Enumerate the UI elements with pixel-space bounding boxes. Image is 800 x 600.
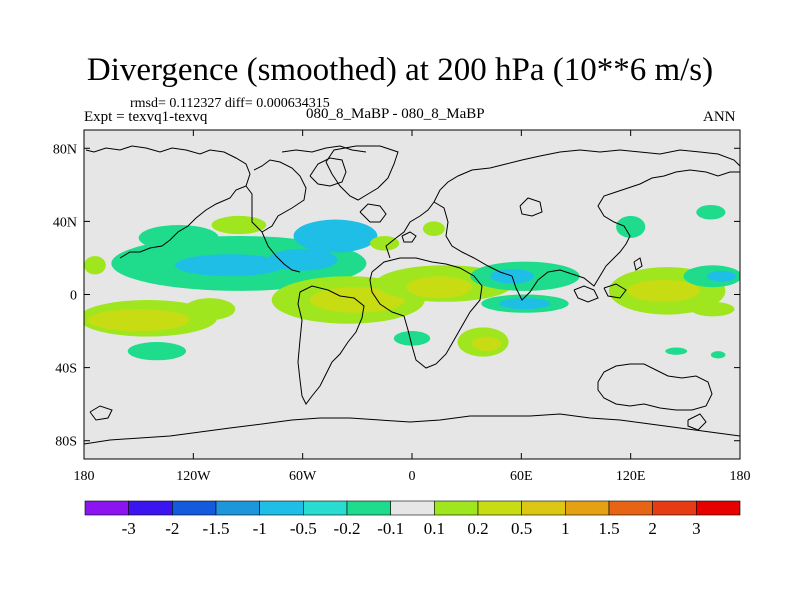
divergence-region [696, 204, 726, 220]
x-tick-label: 0 [409, 469, 416, 484]
divergence-region [211, 215, 267, 235]
divergence-region [627, 279, 700, 302]
colorbar-swatch [608, 500, 653, 516]
case-comparison-label: 080_8_MaBP - 080_8_MaBP [306, 106, 485, 122]
divergence-region [665, 347, 688, 355]
divergence-region [84, 256, 106, 275]
colorbar-label: 1 [561, 519, 570, 538]
colorbar-label: 0.5 [511, 519, 532, 538]
axis-ticks: 180 120W 60W 0 60E 120E 180 80N 40N 0 40S 80S [53, 130, 751, 484]
colorbar-label: -0.2 [334, 519, 361, 538]
colorbar-label: -1.5 [203, 519, 230, 538]
divergence-region [616, 215, 646, 238]
season-label: ANN [703, 109, 736, 125]
divergence-region [293, 219, 378, 253]
divergence-region [710, 351, 726, 359]
colorbar-swatch [477, 500, 522, 516]
y-tick-label: 40N [53, 215, 77, 230]
divergence-region [175, 254, 285, 277]
divergence-region [309, 287, 405, 313]
colorbar-swatch [390, 500, 435, 516]
colorbar-label: -1 [253, 519, 267, 538]
colorbar-swatch [259, 500, 304, 516]
colorbar-swatch [565, 500, 610, 516]
colorbar-swatch [521, 500, 566, 516]
colorbar-swatch [434, 500, 479, 516]
colorbar-label: 0.1 [424, 519, 445, 538]
colorbar-label: -0.1 [377, 519, 404, 538]
divergence-region [406, 276, 473, 299]
divergence-region [472, 336, 502, 352]
colorbar-swatch [303, 500, 348, 516]
divergence-region [87, 309, 190, 332]
x-tick-label: 60W [289, 469, 317, 484]
colorbar-label: 2 [648, 519, 657, 538]
colorbar-swatch [172, 500, 217, 516]
continent-outlines [84, 145, 740, 445]
x-tick-label: 180 [730, 469, 751, 484]
divergence-region [707, 270, 737, 282]
colorbar-label: 1.5 [598, 519, 619, 538]
divergence-region [393, 331, 431, 346]
colorbar-label: 0.2 [467, 519, 488, 538]
divergence-region [268, 248, 338, 271]
y-tick-label: 80S [55, 435, 77, 450]
colorbar-swatch [128, 500, 173, 516]
colorbar-swatch [346, 500, 391, 516]
divergence-region [370, 236, 400, 251]
divergence-regions [84, 204, 740, 361]
colorbar-swatch [652, 500, 697, 516]
x-tick-label: 120W [176, 469, 211, 484]
colorbar: -3 -2 -1.5 -1 -0.5 -0.2 -0.1 0.1 0.2 0.5 1 1.5 2 3 [84, 500, 741, 538]
chart-title: Divergence (smoothed) at 200 hPa (10**6 … [86, 52, 714, 88]
y-tick-label: 80N [53, 142, 77, 157]
colorbar-swatch [696, 500, 741, 516]
divergence-region [422, 221, 445, 237]
colorbar-label: -2 [165, 519, 179, 538]
y-tick-label: 0 [70, 289, 77, 304]
divergence-region [499, 298, 551, 310]
x-tick-label: 180 [74, 469, 95, 484]
colorbar-label: 3 [692, 519, 701, 538]
divergence-region [127, 342, 187, 361]
rmsd-diff-label: rmsd= 0.112327 diff= 0.000634315 [130, 96, 330, 111]
y-tick-label: 40S [55, 362, 77, 377]
colorbar-label: -0.5 [290, 519, 317, 538]
colorbar-swatch [84, 500, 129, 516]
x-tick-label: 120E [616, 469, 646, 484]
x-tick-label: 60E [510, 469, 533, 484]
experiment-label: Expt = texvq1-texvq [84, 109, 208, 125]
divergence-region [184, 298, 236, 321]
colorbar-swatch [215, 500, 260, 516]
divergence-region [690, 301, 735, 317]
colorbar-label: -3 [122, 519, 136, 538]
